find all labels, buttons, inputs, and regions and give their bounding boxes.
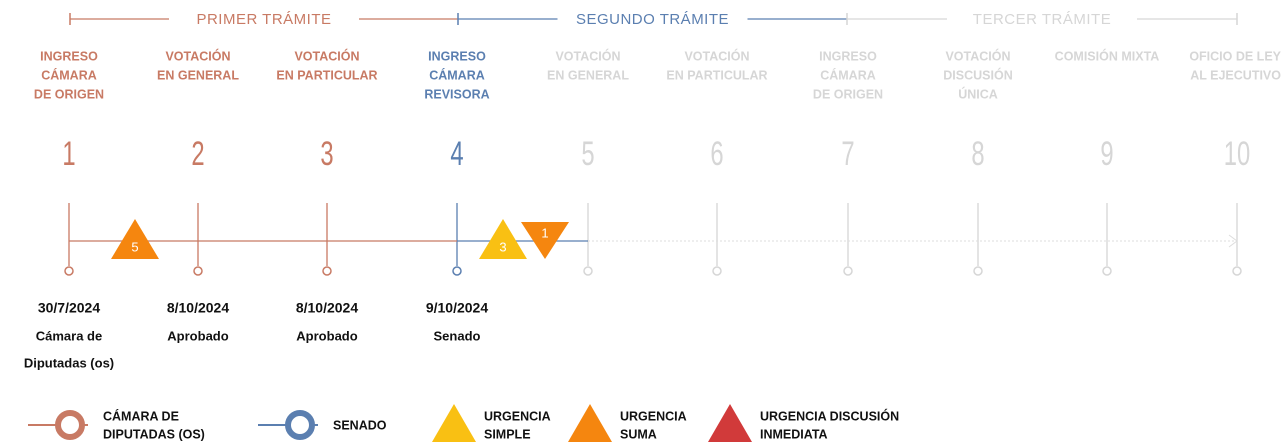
- urgency-triangle: [521, 222, 569, 259]
- step-date: 9/10/2024: [426, 300, 488, 316]
- step-date: 8/10/2024: [296, 300, 358, 316]
- legend-label: SENADO: [333, 418, 387, 432]
- step-label: EN GENERAL: [157, 68, 239, 82]
- step-number: 3: [320, 135, 333, 173]
- legend-label: URGENCIA DISCUSIÓN: [760, 408, 899, 423]
- step-label: VOTACIÓN: [555, 48, 620, 63]
- step-label: VOTACIÓN: [165, 48, 230, 63]
- step-label: ÚNICA: [958, 86, 998, 101]
- legend-label: INMEDIATA: [760, 427, 828, 441]
- step-status: Aprobado: [296, 328, 357, 343]
- legend-triangle: [568, 404, 612, 442]
- phase-title: PRIMER TRÁMITE: [196, 11, 331, 28]
- step-date: 30/7/2024: [38, 300, 100, 316]
- step-number: 8: [971, 135, 984, 173]
- urgency-triangle: [479, 219, 527, 259]
- legend-label: URGENCIA: [620, 409, 687, 423]
- step-label: COMISIÓN MIXTA: [1055, 48, 1160, 63]
- legend-circle: [55, 410, 85, 440]
- step-label: CÁMARA: [820, 67, 876, 82]
- step-label: CÁMARA: [41, 67, 97, 82]
- step-label: VOTACIÓN: [945, 48, 1010, 63]
- step-label: EN PARTICULAR: [666, 68, 767, 82]
- legend-label: DIPUTADAS (OS): [103, 427, 205, 441]
- legend-triangle: [708, 404, 752, 442]
- step-label: REVISORA: [424, 87, 489, 101]
- step-node: [712, 266, 722, 276]
- step-label: EN PARTICULAR: [276, 68, 377, 82]
- step-node: [843, 266, 853, 276]
- step-number: 10: [1224, 135, 1250, 173]
- legend-label: SUMA: [620, 427, 657, 441]
- step-label: INGRESO: [428, 49, 486, 63]
- step-label: EN GENERAL: [547, 68, 629, 82]
- step-number: 6: [710, 135, 723, 173]
- phase-title: SEGUNDO TRÁMITE: [576, 11, 729, 28]
- step-node: [64, 266, 74, 276]
- step-node: [973, 266, 983, 276]
- legend-label: CÁMARA DE: [103, 408, 179, 423]
- step-label: OFICIO DE LEY: [1189, 49, 1281, 63]
- step-number: 9: [1100, 135, 1113, 173]
- step-label: DISCUSIÓN: [943, 67, 1012, 82]
- legend-label: URGENCIA: [484, 409, 551, 423]
- step-status: Cámara de: [36, 328, 102, 343]
- step-label: INGRESO: [40, 49, 98, 63]
- legend-circle: [285, 410, 315, 440]
- legend-label: SIMPLE: [484, 427, 531, 441]
- urgency-count: 5: [131, 239, 138, 254]
- step-label: AL EJECUTIVO: [1190, 68, 1281, 82]
- step-number: 5: [581, 135, 594, 173]
- step-label: CÁMARA: [429, 67, 485, 82]
- urgency-count: 1: [541, 225, 548, 240]
- step-status: Aprobado: [167, 328, 228, 343]
- phase-title: TERCER TRÁMITE: [973, 11, 1111, 28]
- step-label: DE ORIGEN: [813, 87, 883, 101]
- step-number: 2: [191, 135, 204, 173]
- step-label: DE ORIGEN: [34, 87, 104, 101]
- legend-triangle: [432, 404, 476, 442]
- step-node: [322, 266, 332, 276]
- step-number: 1: [62, 135, 75, 173]
- step-node: [583, 266, 593, 276]
- step-node: [1102, 266, 1112, 276]
- step-node: [452, 266, 462, 276]
- step-label: VOTACIÓN: [294, 48, 359, 63]
- step-node: [193, 266, 203, 276]
- step-date: 8/10/2024: [167, 300, 229, 316]
- step-label: VOTACIÓN: [684, 48, 749, 63]
- step-status: Senado: [434, 328, 481, 343]
- step-number: 7: [841, 135, 854, 173]
- arrow-head: [1228, 234, 1238, 248]
- urgency-triangle: [111, 219, 159, 259]
- step-label: INGRESO: [819, 49, 877, 63]
- step-node: [1232, 266, 1242, 276]
- urgency-count: 3: [499, 239, 506, 254]
- step-number: 4: [450, 135, 463, 173]
- step-status: Diputadas (os): [24, 355, 114, 370]
